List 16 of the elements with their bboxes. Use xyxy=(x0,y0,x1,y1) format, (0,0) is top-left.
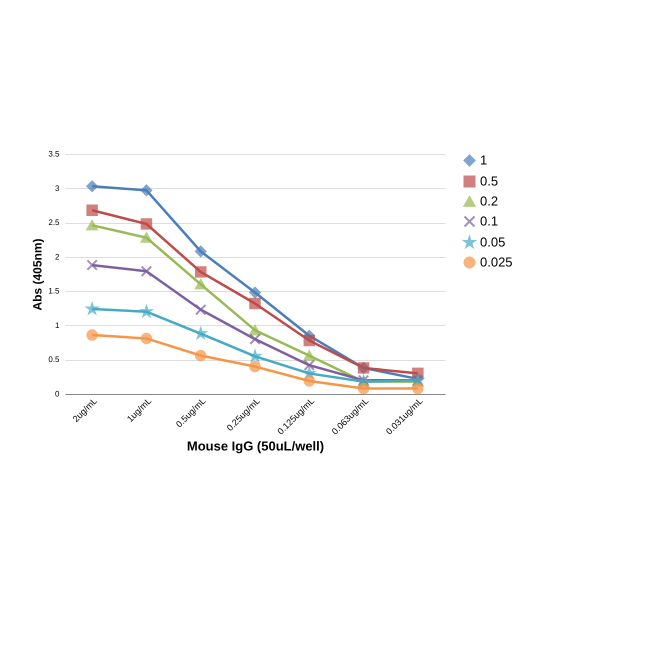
y-axis-title: Abs (405nm) xyxy=(30,238,44,311)
x-axis-title: Mouse IgG (50uL/well) xyxy=(186,438,324,454)
y-tick-label: 1 xyxy=(55,320,60,330)
y-tick-label: 0.5 xyxy=(48,355,60,364)
y-tick-label: 3.5 xyxy=(48,150,60,158)
legend-label: 0.025 xyxy=(480,254,513,270)
legend-label: 0.2 xyxy=(480,194,498,208)
legend-label: 0.5 xyxy=(480,174,498,188)
y-tick-label: 0 xyxy=(55,390,60,398)
legend-label: 1 xyxy=(480,152,488,168)
y-tick-label: 3 xyxy=(55,184,60,193)
legend-label: 0.05 xyxy=(480,234,506,250)
y-tick-label: 2 xyxy=(55,252,60,262)
y-tick-label: 1.5 xyxy=(48,286,60,296)
y-tick-label: 2.5 xyxy=(48,218,60,228)
legend-label: 0.1 xyxy=(480,214,498,228)
